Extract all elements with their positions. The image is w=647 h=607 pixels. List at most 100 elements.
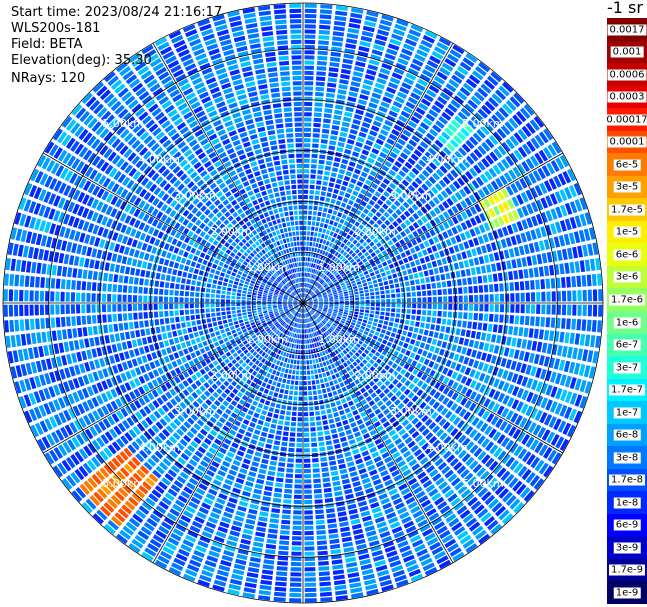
range-gate-cell xyxy=(473,237,480,246)
range-gate-cell xyxy=(234,455,243,462)
range-gate-cell xyxy=(291,416,297,422)
range-gate-cell xyxy=(465,208,473,218)
range-gate-cell xyxy=(319,404,325,410)
range-gate-cell xyxy=(388,279,394,285)
range-gate-cell xyxy=(352,239,358,245)
range-gate-cell xyxy=(432,158,441,167)
range-gate-cell xyxy=(241,533,252,540)
range-gate-cell xyxy=(316,76,326,82)
range-gate-cell xyxy=(509,152,519,164)
range-gate-cell xyxy=(234,324,240,329)
range-gate-cell xyxy=(372,215,379,222)
range-gate-cell xyxy=(343,362,348,368)
range-gate-cell xyxy=(320,4,333,9)
range-gate-cell xyxy=(131,358,138,367)
range-gate-cell xyxy=(309,184,315,190)
range-gate-cell xyxy=(334,239,339,244)
range-gate-cell xyxy=(349,342,355,348)
range-gate-cell xyxy=(309,291,313,295)
range-gate-cell xyxy=(564,406,573,419)
range-gate-cell xyxy=(129,349,135,358)
range-gate-cell xyxy=(482,323,488,331)
range-gate-cell xyxy=(256,526,266,533)
range-gate-cell xyxy=(537,167,546,180)
range-gate-cell xyxy=(346,412,353,419)
range-gate-cell xyxy=(355,141,363,148)
range-gate-cell xyxy=(447,208,455,217)
range-gate-cell xyxy=(393,67,405,75)
range-gate-cell xyxy=(341,63,352,70)
range-gate-cell xyxy=(327,82,337,88)
range-gate-cell xyxy=(314,102,323,107)
range-gate-cell xyxy=(330,275,335,280)
range-gate-cell xyxy=(360,303,365,306)
range-gate-cell xyxy=(362,319,368,324)
range-gate-cell xyxy=(472,525,484,536)
range-gate-cell xyxy=(521,219,529,230)
range-gate-cell xyxy=(410,339,416,345)
range-gate-cell xyxy=(377,253,383,259)
range-gate-cell xyxy=(348,199,354,206)
range-gate-cell xyxy=(315,276,319,280)
range-gate-cell xyxy=(320,328,324,333)
range-gate-cell xyxy=(354,431,361,438)
range-gate-cell xyxy=(483,474,494,485)
range-gate-cell xyxy=(550,317,556,328)
range-gate-cell xyxy=(341,343,347,349)
range-gate-cell xyxy=(303,443,310,448)
range-gate-cell xyxy=(411,309,416,315)
range-gate-cell xyxy=(506,397,515,408)
range-gate-cell xyxy=(447,493,458,503)
range-gate-cell xyxy=(304,24,316,29)
range-gate-cell xyxy=(349,267,355,272)
range-gate-cell xyxy=(309,262,312,267)
range-gate-cell xyxy=(268,465,276,471)
range-gate-cell xyxy=(438,418,447,427)
range-gate-cell xyxy=(473,340,480,349)
range-gate-cell xyxy=(344,309,349,313)
range-gate-cell xyxy=(333,574,345,580)
range-gate-cell xyxy=(574,261,580,273)
range-gate-cell xyxy=(304,267,307,272)
range-gate-cell xyxy=(352,283,357,287)
range-gate-cell xyxy=(373,377,379,383)
range-gate-cell xyxy=(561,346,568,358)
range-gate-cell xyxy=(504,282,509,292)
range-gate-cell xyxy=(385,199,392,206)
range-gate-cell xyxy=(346,561,358,568)
range-gate-cell xyxy=(40,359,48,371)
range-gate-cell xyxy=(414,130,424,139)
range-gate-cell xyxy=(287,358,291,363)
range-gate-cell xyxy=(592,242,599,255)
range-gate-cell xyxy=(428,176,437,185)
range-gate-cell xyxy=(530,155,540,167)
range-gate-cell xyxy=(567,346,573,359)
range-gate-cell xyxy=(378,24,391,32)
range-gate-cell xyxy=(496,467,507,478)
range-gate-cell xyxy=(257,309,262,313)
range-gate-cell xyxy=(434,347,440,354)
range-gate-cell xyxy=(315,290,320,294)
range-gate-cell xyxy=(522,451,532,463)
range-gate-cell xyxy=(316,352,321,358)
range-gate-cell xyxy=(421,284,426,290)
range-gate-cell xyxy=(329,381,334,386)
range-gate-cell xyxy=(309,195,314,200)
range-gate-cell xyxy=(530,229,537,240)
range-gate-cell xyxy=(450,194,458,204)
range-gate-cell xyxy=(366,264,372,270)
range-gate-cell xyxy=(322,250,326,256)
range-gate-cell xyxy=(303,412,309,417)
range-gate-cell xyxy=(543,180,553,192)
range-gate-cell xyxy=(397,353,404,359)
range-gate-cell xyxy=(332,270,337,275)
range-gate-cell xyxy=(543,265,550,276)
range-gate-cell xyxy=(411,395,419,403)
range-gate-cell xyxy=(484,294,489,302)
range-gate-cell xyxy=(384,91,395,99)
range-gate-cell xyxy=(326,192,332,198)
range-gate-cell xyxy=(288,353,292,358)
range-gate-cell xyxy=(360,306,365,310)
range-gate-cell xyxy=(342,232,348,238)
range-gate-cell xyxy=(268,528,278,534)
